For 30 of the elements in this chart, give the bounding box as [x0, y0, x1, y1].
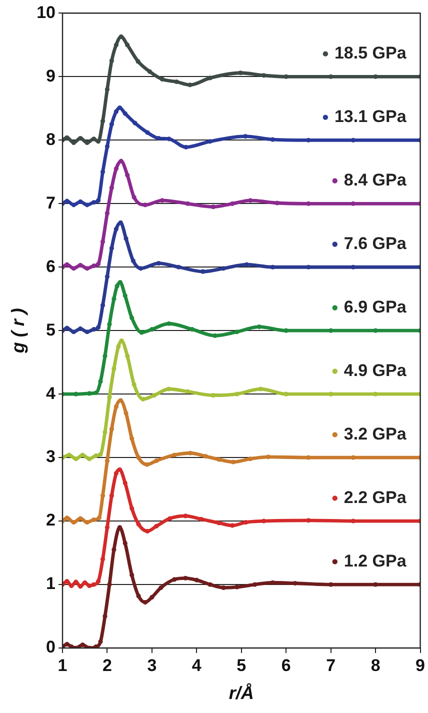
- legend-label: 3.2 GPa: [344, 424, 407, 444]
- x-tick-label: 4: [192, 656, 202, 675]
- legend-label: 7.6 GPa: [344, 234, 407, 253]
- y-axis-title: g ( r ): [8, 308, 28, 354]
- legend-label: 2.2 GPa: [344, 488, 407, 507]
- x-tick-label: 6: [281, 656, 291, 675]
- legend-label: 13.1 GPa: [334, 106, 407, 126]
- y-tick-label: 1: [46, 574, 56, 594]
- legend-label: 18.5 GPa: [334, 44, 407, 63]
- x-tick-label: 8: [370, 656, 380, 675]
- y-tick-label: 4: [46, 384, 56, 403]
- y-tick-label: 8: [46, 130, 56, 149]
- y-tick-label: 5: [46, 320, 56, 340]
- y-tick-label: 7: [46, 193, 56, 212]
- y-tick-label: 0: [46, 638, 56, 657]
- legend-label: 6.9 GPa: [344, 297, 407, 316]
- x-tick-label: 7: [326, 656, 336, 675]
- legend-label: 8.4 GPa: [344, 170, 407, 190]
- legend-label: 4.9 GPa: [344, 360, 407, 380]
- y-tick-label: 10: [36, 2, 56, 22]
- y-tick-label: 2: [46, 510, 56, 530]
- x-tick-label: 5: [236, 656, 246, 675]
- y-tick-label: 6: [46, 256, 56, 276]
- y-tick-label: 9: [46, 66, 56, 86]
- legend-label: 1.2 GPa: [344, 551, 407, 570]
- y-tick-label: 3: [46, 447, 56, 466]
- x-tick-label: 9: [416, 656, 426, 675]
- x-tick-label: 3: [147, 656, 157, 675]
- x-axis-title: r/Å: [228, 683, 254, 704]
- x-tick-label: 2: [102, 656, 112, 675]
